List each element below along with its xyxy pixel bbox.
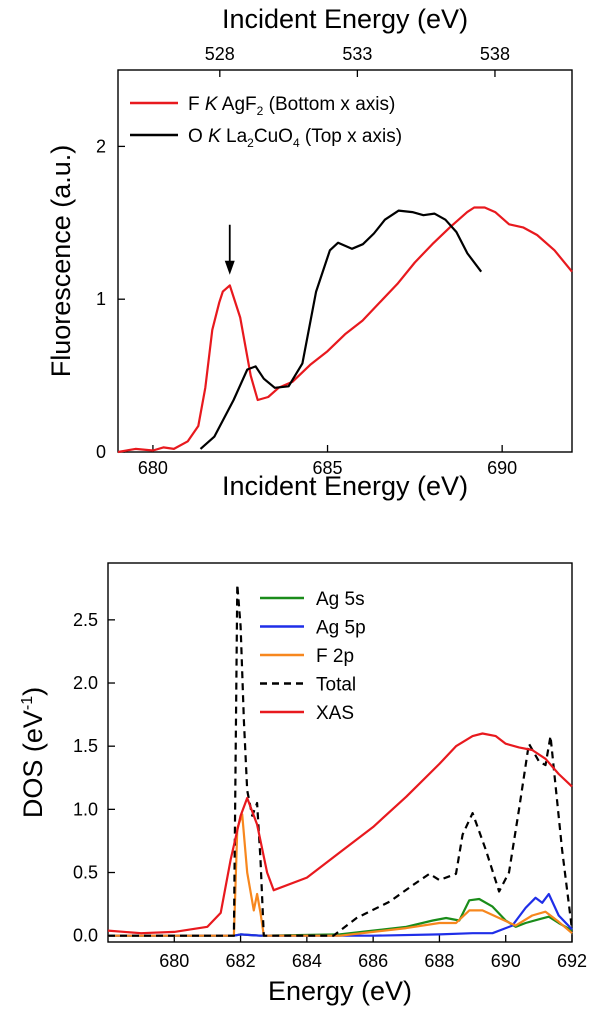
x-tick-label: 688: [424, 951, 454, 971]
plot-frame: [107, 562, 573, 943]
x-tick-label: 680: [159, 951, 189, 971]
x-axis-title-bottom: Incident Energy (eV): [222, 471, 468, 501]
x-tick-label-bottom: 685: [313, 458, 343, 478]
legend-label: F K AgF2 (Bottom x axis): [188, 94, 395, 118]
series-line-f-2p: [108, 813, 573, 937]
x-tick-label-top: 528: [205, 44, 235, 64]
legend-label: Ag 5p: [316, 618, 366, 639]
legend-label: Ag 5s: [316, 589, 365, 610]
series-line-xas: [107, 732, 573, 935]
y-tick-label: 1.0: [73, 799, 98, 819]
x-axis-title-top: Incident Energy (eV): [222, 4, 468, 34]
legend-label: XAS: [316, 703, 354, 724]
plot-frame: [117, 69, 573, 453]
x-tick-label-bottom: 690: [487, 458, 517, 478]
y-tick-label: 0.0: [73, 926, 98, 946]
x-axis-title: Energy (eV): [268, 976, 412, 1006]
fluorescence-chart: 680 685 690 528 533 538 0 1 2 Incident Energy (eV…: [46, 4, 573, 501]
y-tick-label: 0.5: [73, 863, 98, 883]
y-tick-label: 1: [96, 289, 106, 309]
x-tick-label-top: 533: [342, 44, 372, 64]
x-tick-label: 682: [226, 951, 256, 971]
y-axis-title: DOS (eV-1): [18, 687, 48, 818]
series-line-ag-5p: [108, 892, 573, 937]
x-tick-label: 684: [292, 951, 322, 971]
legend: F K AgF2 (Bottom x axis) O K La2CuO4 (Top…: [130, 94, 402, 150]
arrow-icon: [224, 260, 235, 275]
legend-label: F 2p: [316, 646, 354, 667]
y-tick-label: 2: [96, 136, 106, 156]
x-tick-label: 690: [491, 951, 521, 971]
x-tick-label-bottom: 680: [138, 458, 168, 478]
series-line-total: [108, 583, 574, 937]
legend-label: O K La2CuO4 (Top x axis): [188, 126, 402, 150]
y-tick-label: 2.0: [73, 673, 98, 693]
x-tick-label-top: 538: [480, 44, 510, 64]
series-line-f-k-agf2: [117, 206, 573, 454]
y-tick-label: 0: [96, 442, 106, 462]
x-tick-label: 692: [557, 951, 587, 971]
y-tick-label: 1.5: [73, 736, 98, 756]
x-tick-label: 686: [358, 951, 388, 971]
dos-chart: 680 682 684 686 688 690 692 0.0 0.5 1.0 1.5 2.0 2.5 E…: [18, 562, 587, 1006]
legend: Ag 5s Ag 5p F 2p Total XAS: [260, 589, 366, 724]
y-axis-title: Fluorescence (a.u.): [46, 145, 76, 378]
y-tick-label: 2.5: [73, 610, 98, 630]
legend-label: Total: [316, 675, 356, 696]
series-line-o-k-la2cuo4: [199, 209, 483, 450]
